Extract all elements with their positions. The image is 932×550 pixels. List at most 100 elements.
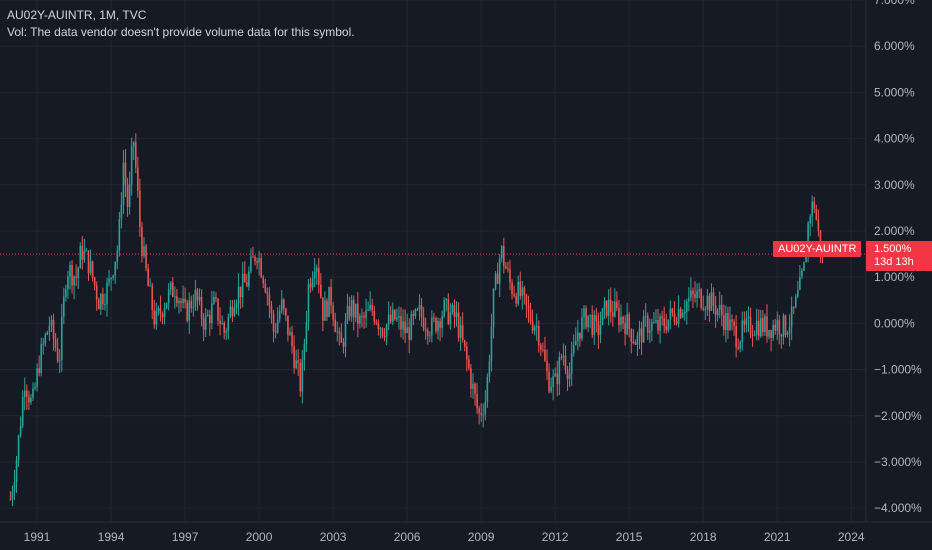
candle (58, 349, 61, 374)
candle (490, 313, 493, 372)
candle-body (484, 401, 487, 415)
candle (636, 331, 639, 357)
candle-body (437, 321, 439, 332)
price-axis[interactable]: 7.000% 6.000% 5.000% 4.000% 3.000% 2.000% 1.00… (874, 0, 922, 515)
candle (638, 320, 641, 349)
candle (445, 297, 448, 312)
candle-body (548, 371, 550, 392)
candle-body (182, 298, 184, 304)
candle-body (611, 312, 614, 317)
symbol-title[interactable]: AU02Y-AUINTR, 1M, TVC (7, 8, 147, 22)
candle (34, 382, 36, 391)
candle-body (297, 360, 300, 364)
candle (120, 192, 123, 229)
candle-body (241, 273, 244, 298)
candle (303, 338, 306, 371)
candle (461, 312, 464, 343)
candle-body (155, 310, 158, 325)
candle (566, 365, 569, 391)
candle (760, 309, 762, 338)
volume-note: Vol: The data vendor doesn't provide vol… (7, 25, 355, 39)
candle (412, 310, 415, 326)
candle-body (414, 309, 417, 316)
candle-body (737, 347, 739, 349)
candle (517, 275, 520, 306)
candle-body (285, 308, 287, 316)
candle (646, 312, 649, 341)
candle (176, 288, 178, 308)
candle (387, 301, 390, 331)
time-axis[interactable]: 1991 1994 1997 2000 2003 2006 2009 2012 2015 2018… (24, 530, 865, 544)
candle (19, 416, 22, 438)
candle (206, 309, 209, 317)
candle-body (291, 331, 293, 347)
candle-body (626, 313, 628, 335)
candle (95, 281, 98, 311)
candle-body (252, 256, 254, 258)
candle (525, 293, 528, 319)
candle (681, 309, 684, 319)
x-tick-label: 2006 (394, 530, 421, 544)
candle-body (126, 184, 129, 208)
candle (184, 287, 186, 309)
candle-body (751, 334, 754, 336)
candle (320, 273, 322, 299)
candle-body (648, 330, 651, 333)
candle (488, 354, 491, 383)
candle-body (741, 320, 744, 342)
candle (679, 306, 682, 320)
candle-body (618, 308, 620, 326)
candle-body (13, 482, 16, 492)
candle (116, 245, 119, 270)
candle (694, 281, 696, 303)
candle-body (550, 387, 552, 392)
candle (266, 287, 269, 306)
candle-body (256, 261, 258, 263)
candle-body (389, 314, 392, 322)
candle (449, 303, 452, 330)
candle (476, 382, 478, 415)
candle (324, 291, 326, 321)
candle (147, 263, 149, 287)
candle (89, 249, 92, 276)
candle (677, 295, 680, 328)
candle (155, 302, 158, 330)
candle (716, 308, 719, 322)
candle (354, 303, 357, 322)
candle (75, 264, 77, 287)
candle (774, 318, 777, 335)
candle-body (813, 201, 816, 209)
candle-body (326, 300, 328, 317)
candle-body (67, 276, 69, 290)
candle-body (379, 328, 382, 330)
candle (246, 273, 248, 288)
candle-body (774, 324, 777, 331)
candle (498, 254, 501, 297)
candle-body (700, 289, 702, 308)
candle-body (32, 388, 34, 398)
candle-body (357, 303, 359, 324)
candle-body (258, 258, 260, 263)
candle-body (735, 325, 737, 348)
candle-body (653, 322, 655, 324)
candle (780, 333, 783, 349)
grid-lines (0, 0, 866, 522)
candle-body (100, 294, 102, 310)
candle (350, 295, 353, 322)
candle (663, 306, 665, 334)
candle (9, 491, 12, 501)
candle (437, 317, 439, 340)
candle (544, 336, 546, 362)
candle (505, 262, 507, 270)
candle-body (708, 295, 711, 311)
candle (537, 320, 540, 353)
candle-body (219, 320, 221, 325)
candle (685, 298, 688, 325)
candle (32, 382, 34, 402)
candle (786, 330, 789, 338)
candle (474, 382, 476, 406)
candle (632, 328, 635, 345)
candle-body (552, 376, 554, 388)
candle-body (264, 283, 267, 292)
